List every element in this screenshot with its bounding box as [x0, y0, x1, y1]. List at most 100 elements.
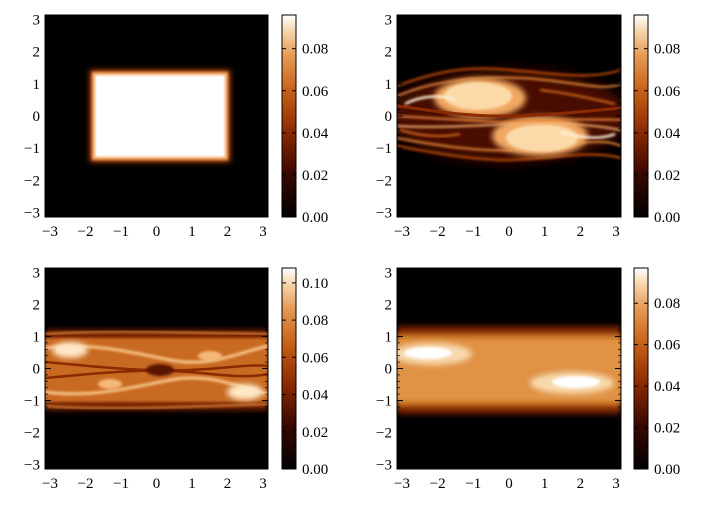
- x-tick-label: −3: [42, 476, 58, 492]
- y-tick-label: −3: [24, 205, 40, 221]
- x-tick-label: 2: [224, 476, 232, 492]
- x-tick-label: −1: [465, 224, 481, 240]
- heatmap-feature: [45, 369, 268, 380]
- y-tick-label: −1: [24, 394, 40, 410]
- x-tick-label: 1: [541, 476, 549, 492]
- heatmap-feature: [227, 384, 263, 400]
- y-tick-label: −3: [376, 205, 392, 221]
- x-tick-label: 2: [577, 224, 585, 240]
- x-tick-label: 0: [153, 476, 161, 492]
- heatmap-feature: [198, 351, 222, 361]
- x-tick-label: −1: [113, 224, 129, 240]
- y-tick-label: 2: [385, 45, 393, 61]
- y-tick-label: 0: [33, 109, 41, 125]
- x-tick-label: 2: [224, 224, 232, 240]
- heatmap-feature: [397, 76, 621, 97]
- y-tick-label: 1: [33, 329, 41, 345]
- colorbar-tick-label: 0.04: [654, 126, 681, 142]
- colorbar: [281, 14, 297, 218]
- colorbar-tick-label: 0.08: [654, 42, 680, 58]
- x-tick-label: 1: [188, 476, 196, 492]
- heatmap-feature: [397, 67, 621, 88]
- y-tick-label: 3: [33, 13, 41, 29]
- colorbar-tick-label: 0.02: [302, 168, 328, 184]
- y-tick-label: −2: [376, 426, 392, 442]
- heatmap-feature: [45, 330, 268, 335]
- heatmap-feature: [52, 342, 88, 358]
- colorbar-tick-label: 0.06: [654, 338, 681, 354]
- colorbar: [281, 267, 297, 470]
- x-tick-label: 0: [505, 224, 513, 240]
- colorbar-tick-label: 0.08: [654, 296, 680, 312]
- colorbar-tick-label: 0.02: [654, 168, 680, 184]
- x-tick-label: −3: [394, 476, 410, 492]
- x-tick-label: −2: [430, 476, 446, 492]
- colorbar-tick-label: 0.06: [654, 84, 681, 100]
- y-tick-label: −2: [24, 426, 40, 442]
- colorbar: [633, 267, 649, 470]
- colorbar-tick-label: 0.00: [302, 210, 328, 226]
- y-tick-label: −1: [24, 141, 40, 157]
- colorbar-tick-label: 0.04: [654, 379, 681, 395]
- colorbar: [633, 14, 649, 218]
- heatmap-panel-bottom-right: [397, 268, 621, 469]
- y-tick-label: −2: [24, 173, 40, 189]
- x-tick-label: 0: [505, 476, 513, 492]
- heatmap-feature: [397, 122, 621, 131]
- y-tick-label: −1: [376, 141, 392, 157]
- heatmap-panel-top-right: [397, 15, 621, 217]
- x-tick-label: −1: [113, 476, 129, 492]
- x-tick-label: 1: [541, 224, 549, 240]
- y-tick-label: −1: [376, 394, 392, 410]
- y-tick-label: 0: [385, 362, 393, 378]
- heatmap-feature: [98, 379, 122, 389]
- heatmap-panel-bottom-left: [45, 268, 268, 469]
- heatmap-feature: [559, 130, 616, 139]
- x-tick-label: −3: [394, 224, 410, 240]
- heatmap-feature: [399, 129, 461, 138]
- y-tick-label: 0: [33, 362, 41, 378]
- colorbar-tick-label: 0.02: [654, 421, 680, 437]
- heatmap-feature: [397, 115, 621, 124]
- x-tick-label: −1: [465, 476, 481, 492]
- y-tick-label: 1: [385, 329, 393, 345]
- y-tick-label: 2: [33, 45, 41, 61]
- heatmap-feature: [404, 95, 456, 106]
- colorbar-tick-label: 0.06: [302, 350, 329, 366]
- x-tick-label: 3: [612, 224, 620, 240]
- heatmap-feature: [397, 144, 621, 162]
- x-tick-label: 3: [259, 224, 267, 240]
- colorbar-tick-label: 0.10: [302, 276, 328, 292]
- heatmap-feature: [404, 347, 452, 359]
- y-tick-label: −3: [24, 458, 40, 474]
- colorbar-tick-label: 0.04: [302, 388, 329, 404]
- x-tick-label: 0: [153, 224, 161, 240]
- y-tick-label: −2: [376, 173, 392, 189]
- heatmap-feature: [539, 89, 616, 105]
- x-tick-label: −2: [77, 224, 93, 240]
- y-tick-label: 0: [385, 109, 393, 125]
- heatmap-feature: [506, 124, 578, 152]
- colorbar-tick-label: 0.00: [302, 462, 328, 478]
- y-tick-label: 2: [33, 297, 41, 313]
- heatmap-feature: [95, 75, 225, 157]
- y-tick-label: 1: [385, 77, 393, 93]
- y-tick-label: −3: [376, 458, 392, 474]
- y-tick-label: 1: [33, 77, 41, 93]
- y-tick-label: 3: [385, 13, 393, 29]
- heatmap-feature: [45, 403, 268, 410]
- x-tick-label: 1: [188, 224, 196, 240]
- colorbar-tick-label: 0.04: [302, 126, 329, 142]
- heatmap-feature: [444, 82, 512, 110]
- y-tick-label: 3: [33, 265, 41, 281]
- heatmap-feature: [552, 376, 600, 388]
- heatmap-panel-top-left: [45, 15, 268, 217]
- axes-layer: −3 −2 −1 0 1 2 3 −3 −2 −1 0 1 2 3 0.00 0.02 0.04 0.06 0.08…: [24, 13, 681, 492]
- y-tick-label: 3: [385, 265, 393, 281]
- heatmap-feature: [146, 364, 174, 376]
- colorbar-tick-label: 0.00: [654, 462, 680, 478]
- colorbar-tick-label: 0.00: [654, 210, 680, 226]
- x-tick-label: −3: [42, 224, 58, 240]
- colorbar-tick-label: 0.02: [302, 425, 328, 441]
